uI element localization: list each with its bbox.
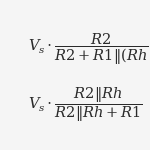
Text: $\mathit{V_s} \cdot \dfrac{\mathit{R2}}{\mathit{R2} + \mathit{R1} \| (\mathit{Rh: $\mathit{V_s} \cdot \dfrac{\mathit{R2}}{… <box>28 31 149 67</box>
Text: $\mathit{V_s} \cdot \dfrac{\mathit{R2} \| \mathit{Rh}}{\mathit{R2} \| \mathit{Rh: $\mathit{V_s} \cdot \dfrac{\mathit{R2} \… <box>28 85 143 124</box>
